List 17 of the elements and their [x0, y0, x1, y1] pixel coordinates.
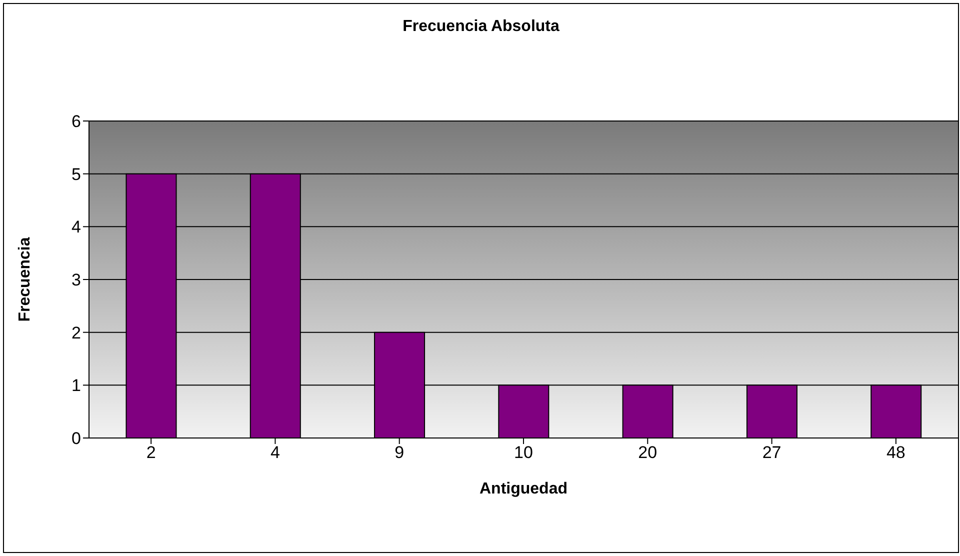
x-tick-label: 4: [270, 443, 280, 462]
y-tick-label: 6: [72, 112, 81, 132]
y-axis-title: Frecuencia: [16, 237, 34, 322]
x-tick-label: 20: [638, 443, 658, 462]
x-tick-label: 27: [762, 443, 782, 462]
x-tick-label: 10: [514, 443, 533, 462]
y-tick-label: 1: [72, 376, 81, 396]
y-tick-label: 3: [72, 270, 81, 290]
y-tick-label: 2: [72, 323, 81, 342]
x-tick-label: 9: [394, 443, 404, 462]
x-axis-title: Antiguedad: [480, 480, 568, 498]
chart-title: Frecuencia Absoluta: [402, 18, 560, 36]
y-tick-label: 0: [72, 429, 81, 448]
y-tick-label: 4: [72, 218, 81, 237]
x-tick-label: 2: [146, 443, 156, 462]
x-tick-label: 48: [886, 443, 906, 462]
y-tick-label: 5: [72, 164, 81, 184]
